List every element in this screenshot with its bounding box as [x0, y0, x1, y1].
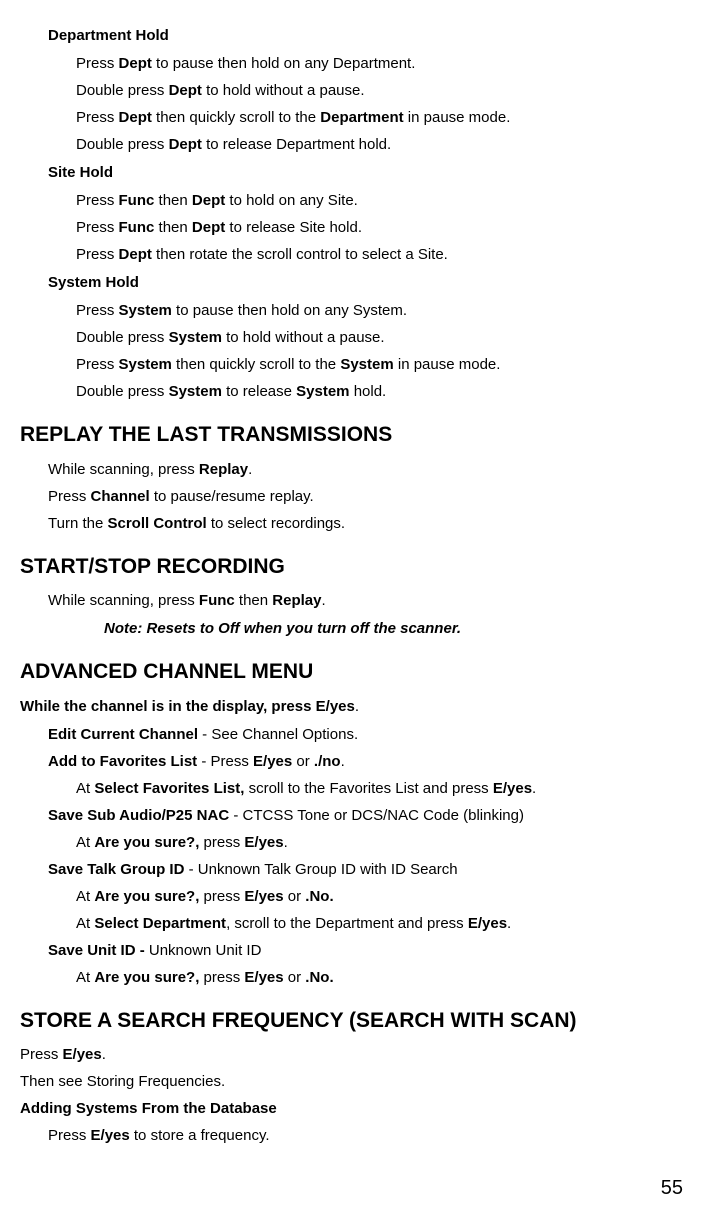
adv-add-favorites: Add to Favorites List - Press E/yes or .… — [48, 750, 687, 774]
system-hold-line1: Press System to pause then hold on any S… — [76, 299, 687, 323]
store-line1: Press E/yes. — [20, 1043, 687, 1067]
advanced-heading: ADVANCED CHANNEL MENU — [20, 655, 687, 689]
dept-hold-title: Department Hold — [48, 24, 687, 48]
dept-hold-line4: Double press Dept to release Department … — [76, 133, 687, 157]
adv-ays2: At Are you sure?, press E/yes or .No. — [76, 885, 687, 909]
adv-edit-current: Edit Current Channel - See Channel Optio… — [48, 723, 687, 747]
adv-ays3: At Are you sure?, press E/yes or .No. — [76, 966, 687, 990]
adv-save-sub-audio: Save Sub Audio/P25 NAC - CTCSS Tone or D… — [48, 804, 687, 828]
adv-save-talkgroup: Save Talk Group ID - Unknown Talk Group … — [48, 858, 687, 882]
site-hold-line2: Press Func then Dept to release Site hol… — [76, 216, 687, 240]
site-hold-line3: Press Dept then rotate the scroll contro… — [76, 243, 687, 267]
dept-hold-line2: Double press Dept to hold without a paus… — [76, 79, 687, 103]
dept-hold-line3: Press Dept then quickly scroll to the De… — [76, 106, 687, 130]
page-number: 55 — [20, 1172, 687, 1204]
adv-ays1: At Are you sure?, press E/yes. — [76, 831, 687, 855]
system-hold-line4: Double press System to release System ho… — [76, 380, 687, 404]
advanced-intro: While the channel is in the display, pre… — [20, 695, 687, 719]
dept-hold-line1: Press Dept to pause then hold on any Dep… — [76, 52, 687, 76]
system-hold-line2: Double press System to hold without a pa… — [76, 326, 687, 350]
replay-line3: Turn the Scroll Control to select record… — [48, 512, 687, 536]
adv-select-favorites: At Select Favorites List, scroll to the … — [76, 777, 687, 801]
replay-heading: REPLAY THE LAST TRANSMISSIONS — [20, 418, 687, 452]
recording-heading: START/STOP RECORDING — [20, 550, 687, 584]
replay-line2: Press Channel to pause/resume replay. — [48, 485, 687, 509]
store-line3: Press E/yes to store a frequency. — [48, 1124, 687, 1148]
store-sub: Adding Systems From the Database — [20, 1097, 687, 1121]
adv-save-unit-id: Save Unit ID - Unknown Unit ID — [48, 939, 687, 963]
system-hold-title: System Hold — [48, 271, 687, 295]
recording-line1: While scanning, press Func then Replay. — [48, 589, 687, 613]
site-hold-line1: Press Func then Dept to hold on any Site… — [76, 189, 687, 213]
store-heading: STORE A SEARCH FREQUENCY (SEARCH WITH SC… — [20, 1004, 687, 1038]
adv-select-dept: At Select Department, scroll to the Depa… — [76, 912, 687, 936]
store-line2: Then see Storing Frequencies. — [20, 1070, 687, 1094]
system-hold-line3: Press System then quickly scroll to the … — [76, 353, 687, 377]
site-hold-title: Site Hold — [48, 161, 687, 185]
replay-line1: While scanning, press Replay. — [48, 458, 687, 482]
recording-note: Note: Resets to Off when you turn off th… — [104, 617, 687, 641]
